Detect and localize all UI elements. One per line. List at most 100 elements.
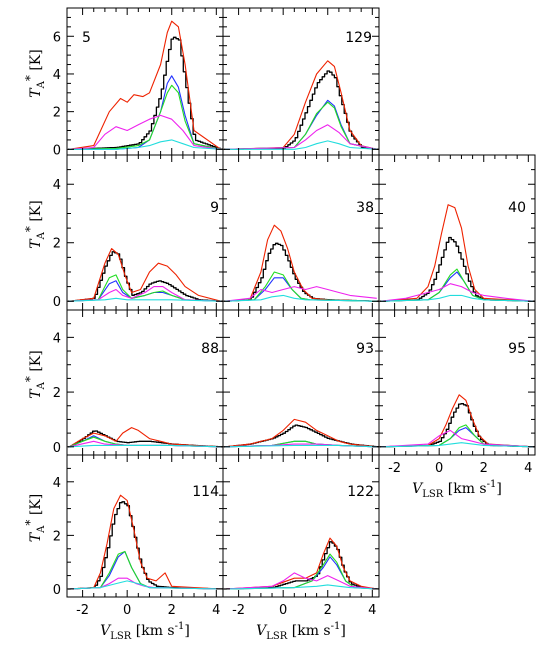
y-axis-label: TA* [K] (23, 49, 47, 97)
series-line-114-2 (69, 550, 221, 590)
y-axis-label: TA* [K] (23, 494, 47, 542)
panel-frame (66, 154, 224, 311)
series-line-95-3 (381, 424, 533, 448)
panel-label: 38 (356, 200, 374, 216)
series-line-129-5 (225, 140, 377, 150)
series-line-5-4 (69, 114, 221, 150)
x-tick-label: 0 (279, 603, 287, 618)
series-line-40-3 (381, 268, 533, 302)
panel-frame (222, 454, 380, 598)
y-axis-label: TA* [K] (23, 350, 47, 398)
x-axis-label: VLSR [km s-1] (412, 479, 502, 500)
series-line-38-4 (225, 286, 377, 302)
series-line-40-0 (380, 236, 535, 302)
series-line-95-4 (381, 429, 533, 448)
panel-label: 122 (347, 484, 374, 500)
panel-95: -2 0 2 4 95 VLSR [km s-1] (378, 309, 536, 500)
panel-129: 129 (222, 7, 380, 156)
y-tick-label: 2 (53, 386, 61, 401)
series-line-5-2 (69, 75, 221, 150)
panel-label: 129 (345, 30, 372, 46)
series-line-9-1 (69, 248, 221, 302)
x-tick-label: 2 (324, 603, 332, 618)
panel-label: 88 (201, 341, 219, 357)
series-line-129-1 (225, 60, 377, 150)
series-line-38-5 (225, 294, 377, 302)
panel-label: 114 (192, 484, 219, 500)
y-tick-label: 0 (53, 441, 61, 456)
series-line-129-4 (225, 124, 377, 150)
series-line-95-1 (381, 394, 533, 448)
panel-114: -2 0 2 4 0 2 4 114 TA* [K] VLSR [km s-1] (23, 454, 224, 642)
panel-label: 5 (82, 30, 91, 46)
x-tick-label: 0 (123, 603, 131, 618)
series-line-122-4 (225, 572, 377, 590)
panel-38: 38 (222, 154, 380, 311)
panel-122: -2 0 2 4 122 VLSR [km s-1] (222, 454, 380, 642)
y-axis-label: TA* [K] (23, 200, 47, 248)
x-tick-label: -2 (76, 603, 89, 618)
panel-label: 40 (508, 200, 526, 216)
series-line-5-0 (68, 36, 223, 150)
panel-9: 0 2 4 9 TA* [K] (23, 154, 224, 311)
x-tick-label: 4 (524, 461, 532, 476)
y-tick-label: 4 (53, 476, 61, 491)
series-line-88-5 (69, 444, 221, 448)
x-tick-label: -2 (232, 603, 245, 618)
series-line-93-5 (225, 444, 377, 448)
panel-5: 0 2 4 6 5 TA* [K] (23, 7, 224, 158)
series-line-93-1 (225, 418, 377, 448)
series-line-40-4 (381, 283, 533, 302)
series-line-95-0 (380, 403, 535, 448)
y-tick-label: 0 (53, 583, 61, 598)
panel-40: 40 (378, 154, 536, 311)
y-tick-label: 2 (53, 106, 61, 121)
series-line-9-5 (69, 297, 221, 302)
panel-label: 9 (210, 200, 219, 216)
series-line-38-3 (225, 271, 377, 302)
series-line-129-3 (225, 101, 377, 150)
series-line-88-1 (68, 427, 221, 448)
x-tick-label: 2 (168, 603, 176, 618)
series-line-88-0 (68, 430, 223, 448)
y-tick-label: 4 (53, 68, 61, 83)
y-tick-label: 0 (53, 295, 61, 310)
series-line-122-1 (225, 537, 377, 590)
series-line-9-0 (68, 251, 223, 302)
series-line-5-3 (69, 84, 221, 150)
series-line-95-5 (381, 442, 533, 448)
series-line-5-5 (69, 139, 221, 150)
panel-label: 93 (356, 341, 374, 357)
series-line-38-0 (224, 242, 379, 302)
y-tick-label: 0 (53, 143, 61, 158)
panel-frame (378, 154, 536, 311)
x-tick-label: 4 (212, 603, 220, 618)
x-tick-label: 4 (368, 603, 376, 618)
series-line-114-1 (69, 494, 221, 590)
x-tick-label: 0 (435, 461, 443, 476)
series-line-40-2 (381, 271, 533, 302)
y-tick-label: 4 (53, 178, 61, 193)
series-line-38-1 (225, 224, 377, 302)
series-line-122-0 (224, 541, 379, 590)
y-tick-label: 4 (53, 331, 61, 346)
panel-label: 95 (508, 341, 526, 357)
panel-88: 0 2 4 88 TA* [K] (23, 309, 224, 456)
series-line-114-3 (69, 550, 221, 590)
series-line-9-4 (69, 286, 221, 302)
x-tick-label: -2 (388, 461, 401, 476)
x-axis-label: VLSR [km s-1] (100, 621, 190, 642)
series-line-122-3 (225, 553, 377, 590)
x-axis-label: VLSR [km s-1] (256, 621, 346, 642)
panel-93: 93 (222, 309, 380, 456)
series-line-9-3 (69, 274, 221, 302)
panel-frame (378, 309, 536, 456)
y-tick-label: 2 (53, 529, 61, 544)
panel-frame (66, 454, 224, 598)
series-line-114-5 (69, 580, 221, 590)
y-tick-label: 6 (53, 30, 61, 45)
x-tick-label: 2 (480, 461, 488, 476)
series-line-5-1 (69, 20, 222, 150)
series-line-40-1 (381, 204, 533, 302)
